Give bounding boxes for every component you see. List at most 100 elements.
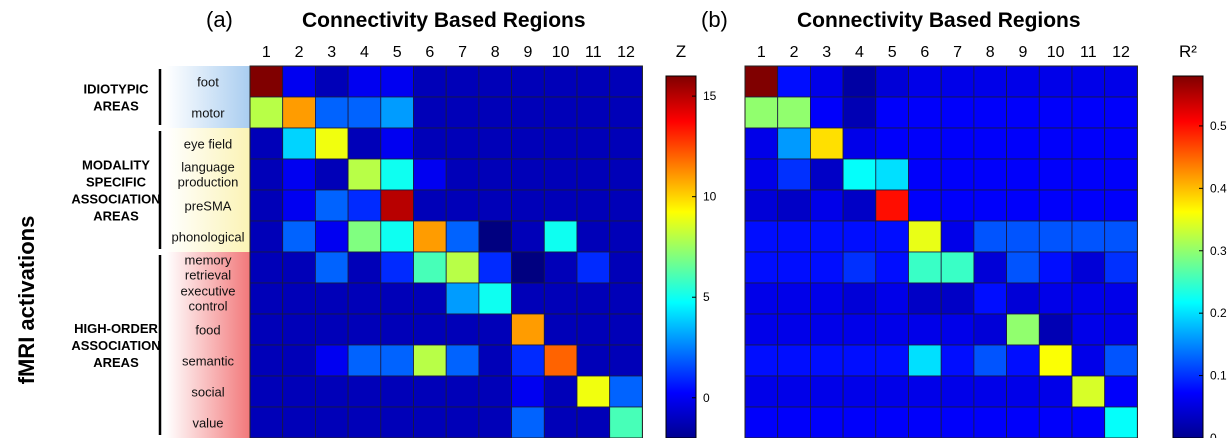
heatmap-cell [1071, 96, 1106, 129]
heatmap-cell [777, 251, 811, 284]
heatmap-cell [543, 406, 578, 438]
heatmap-cell [314, 375, 349, 408]
column-tick-label: 5 [888, 44, 897, 61]
row-label: language production [178, 160, 239, 190]
heatmap-cell [445, 344, 480, 377]
colorbar-tick-label: 15 [703, 89, 717, 103]
chart-title: Connectivity Based Regions [797, 9, 1081, 32]
colorbar-tick-label: 0.2 [1210, 306, 1227, 320]
heatmap-cell [478, 344, 512, 377]
heatmap-cell [576, 127, 611, 160]
heatmap-cell [777, 220, 811, 253]
heatmap-cell [875, 65, 909, 98]
row-label: eye field [184, 137, 232, 152]
heatmap-cell [842, 127, 877, 160]
heatmap-cell [478, 189, 512, 222]
column-tick-label: 4 [360, 44, 369, 61]
colorbar-tick-label: 10 [703, 190, 717, 204]
heatmap-cell [413, 65, 447, 98]
colorbar [1172, 75, 1204, 438]
heatmap-cell [1038, 406, 1073, 438]
heatmap-cell [1038, 96, 1073, 129]
heatmap-cell [1006, 282, 1040, 315]
heatmap-cell [908, 313, 942, 346]
heatmap-cell [1006, 344, 1040, 377]
heatmap-cell [908, 158, 942, 191]
heatmap-cell [249, 96, 284, 129]
heatmap-cell [478, 406, 512, 438]
column-tick-label: 2 [295, 44, 304, 61]
heatmap-cell [314, 96, 349, 129]
row-label: motor [191, 106, 225, 121]
heatmap-cell [744, 96, 779, 129]
heatmap-cell [1104, 65, 1138, 98]
heatmap-cell [777, 65, 811, 98]
heatmap-cell [511, 189, 545, 222]
heatmap-cell [445, 313, 480, 346]
heatmap-cell [875, 251, 909, 284]
heatmap-cell [908, 375, 942, 408]
heatmap-cell [347, 344, 382, 377]
row-label: social [191, 385, 224, 400]
heatmap-cell [842, 96, 877, 129]
heatmap-cell [1006, 220, 1040, 253]
heatmap-cell [380, 158, 414, 191]
heatmap-cell [1006, 375, 1040, 408]
heatmap-cell [576, 158, 611, 191]
heatmap-cell [478, 158, 512, 191]
heatmap-cell [282, 127, 316, 160]
group-shading [166, 66, 250, 128]
heatmap-cell [511, 158, 545, 191]
heatmap-cell [282, 220, 316, 253]
heatmap-cell [777, 313, 811, 346]
heatmap-cell [810, 189, 844, 222]
heatmap-cell [810, 406, 844, 438]
heatmap-cell [445, 65, 480, 98]
heatmap-cell [842, 313, 877, 346]
heatmap-cell [282, 65, 316, 98]
heatmap-cell [875, 127, 909, 160]
column-tick-label: 3 [822, 44, 831, 61]
heatmap-cell [511, 96, 545, 129]
heatmap-cell [1071, 220, 1106, 253]
heatmap-cell [973, 375, 1008, 408]
heatmap-cell [445, 189, 480, 222]
heatmap-cell [1071, 127, 1106, 160]
heatmap-cell [1071, 189, 1106, 222]
heatmap-cell [249, 158, 284, 191]
heatmap-cell [1071, 344, 1106, 377]
heatmap-cell [314, 127, 349, 160]
heatmap-cell [543, 282, 578, 315]
heatmap-cell [314, 158, 349, 191]
heatmap-cell [314, 65, 349, 98]
heatmap-cell [973, 96, 1008, 129]
heatmap-cell [777, 375, 811, 408]
heatmap-cell [478, 313, 512, 346]
heatmap-cell [314, 313, 349, 346]
heatmap-cell [744, 127, 779, 160]
group-shading [166, 252, 250, 438]
heatmap-cell [842, 375, 877, 408]
heatmap-cell [380, 344, 414, 377]
heatmap-cell [511, 220, 545, 253]
column-tick-label: 12 [617, 44, 635, 61]
row-label: foot [197, 75, 219, 90]
heatmap-cell [609, 313, 643, 346]
heatmap-cell [445, 375, 480, 408]
colorbar [665, 75, 697, 438]
heatmap-cell [875, 313, 909, 346]
heatmap-cell [282, 282, 316, 315]
heatmap-cell [347, 251, 382, 284]
heatmap-cell [1006, 127, 1040, 160]
heatmap-cell [1038, 127, 1073, 160]
heatmap-cell [478, 96, 512, 129]
column-tick-label: 10 [552, 44, 570, 61]
heatmap-cell [744, 158, 779, 191]
heatmap-cell [1006, 96, 1040, 129]
heatmap-cell [908, 406, 942, 438]
heatmap-cell [1071, 251, 1106, 284]
heatmap-cell [347, 189, 382, 222]
heatmap-cell [908, 220, 942, 253]
heatmap-cell [445, 251, 480, 284]
